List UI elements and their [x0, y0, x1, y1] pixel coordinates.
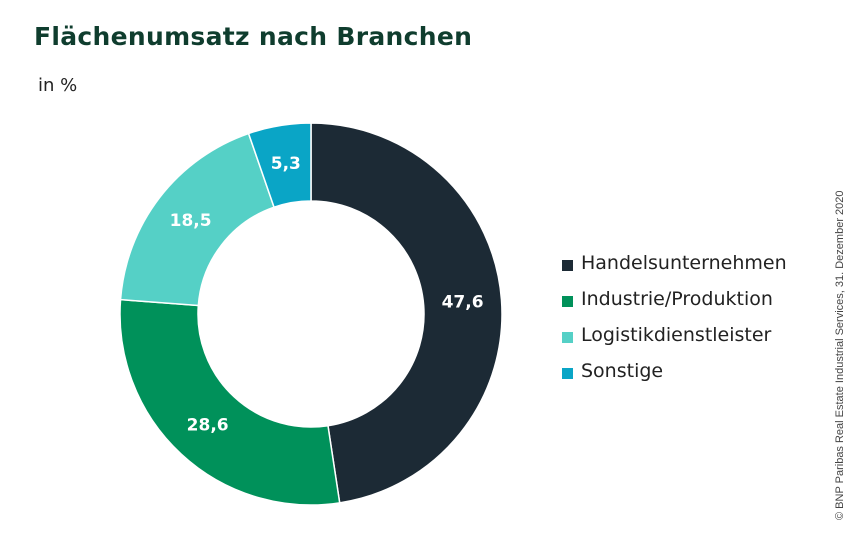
legend-label: Handelsunternehmen [581, 252, 787, 274]
unit-label: in % [38, 75, 78, 96]
legend-item: Handelsunternehmen [562, 245, 787, 281]
legend-swatch [562, 331, 573, 343]
legend-swatch [562, 367, 573, 379]
legend-item: Logistikdienstleister [562, 317, 787, 353]
legend-item: Sonstige [562, 353, 787, 389]
legend-label: Sonstige [581, 360, 664, 382]
donut-slice-4 [247, 122, 312, 209]
legend: Handelsunternehmen Industrie/Produktion … [562, 245, 787, 389]
slice-value-label: 5,3 [271, 154, 301, 174]
chart-title: Flächenumsatz nach Branchen [34, 22, 473, 51]
slice-value-label: 28,6 [187, 415, 229, 435]
legend-swatch [562, 295, 573, 307]
legend-label: Logistikdienstleister [581, 324, 772, 346]
donut-slice-3 [119, 132, 276, 307]
donut-slice-1 [310, 122, 503, 504]
legend-swatch [562, 259, 573, 271]
slice-value-label: 18,5 [170, 211, 212, 231]
legend-label: Industrie/Produktion [581, 288, 773, 310]
copyright-credit: © BNP Paribas Real Estate Industrial Ser… [834, 190, 846, 520]
legend-item: Industrie/Produktion [562, 281, 787, 317]
donut-slice-2 [119, 298, 341, 506]
slice-value-label: 47,6 [442, 293, 484, 313]
